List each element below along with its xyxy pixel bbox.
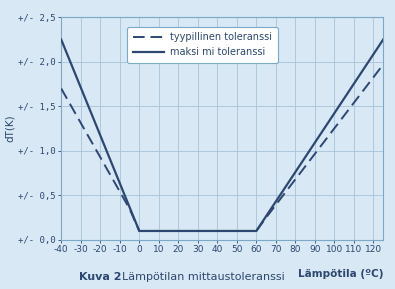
maksi mi toleranssi — [59, 38, 64, 41]
Line: maksi mi toleranssi: maksi mi toleranssi — [61, 40, 383, 231]
tyypillinen toleranssi — [59, 87, 64, 90]
Text: Lämpötilan mittaustoleranssi: Lämpötilan mittaustoleranssi — [115, 272, 284, 282]
maksi mi toleranssi — [381, 38, 386, 41]
tyypillinen toleranssi — [127, 207, 132, 210]
tyypillinen toleranssi — [381, 63, 386, 66]
tyypillinen toleranssi — [254, 229, 259, 233]
Text: Kuva 2: Kuva 2 — [79, 272, 122, 282]
Line: tyypillinen toleranssi: tyypillinen toleranssi — [61, 64, 383, 231]
tyypillinen toleranssi — [264, 216, 269, 219]
tyypillinen toleranssi — [137, 229, 142, 233]
Y-axis label: dT(K): dT(K) — [5, 115, 15, 142]
Legend: tyypillinen toleranssi, maksi mi toleranssi: tyypillinen toleranssi, maksi mi toleran… — [127, 27, 278, 63]
Text: Lämpötila (ºC): Lämpötila (ºC) — [298, 269, 383, 279]
maksi mi toleranssi — [137, 229, 142, 233]
maksi mi toleranssi — [254, 229, 259, 233]
